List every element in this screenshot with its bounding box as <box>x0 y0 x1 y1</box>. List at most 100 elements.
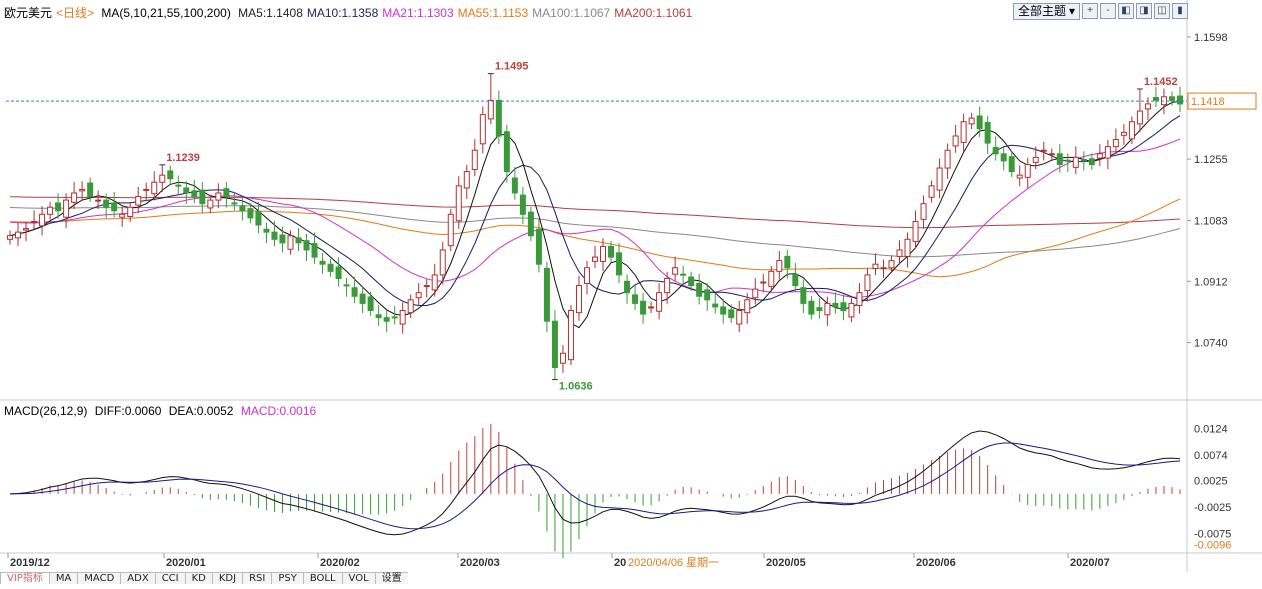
current-price-label: 1.1418 <box>1191 96 1225 108</box>
period-label[interactable]: <日线> <box>56 6 95 20</box>
extreme-label: 1.1452 <box>1144 76 1178 88</box>
candle-body <box>159 174 166 183</box>
candle-body <box>471 149 478 170</box>
candle-body <box>135 196 142 206</box>
extreme-label: 1.1495 <box>495 61 529 73</box>
candle-body <box>712 303 719 308</box>
zoom-in-button[interactable]: + <box>1082 3 1098 19</box>
candle-body <box>23 228 30 231</box>
candle-body <box>143 188 150 191</box>
candle-body <box>1144 103 1151 110</box>
candle-body <box>263 228 270 233</box>
candle-body <box>207 199 214 209</box>
candle-body <box>944 149 951 169</box>
tab-2[interactable]: MACD <box>77 572 121 584</box>
tab-8[interactable]: PSY <box>271 572 303 584</box>
candle-body <box>888 260 895 269</box>
tab-4[interactable]: CCI <box>154 572 185 584</box>
tab-1[interactable]: MA <box>48 572 78 584</box>
candle-body <box>191 190 198 198</box>
candle-body <box>1096 153 1103 159</box>
candle-body <box>696 282 703 297</box>
candle-body <box>1024 163 1031 178</box>
candle-body <box>904 238 911 257</box>
candle-body <box>383 317 390 322</box>
candle-body <box>1016 174 1023 179</box>
candle-body <box>503 131 510 173</box>
candle-body <box>784 255 791 269</box>
ma-params: MA(5,10,21,55,100,200) <box>101 6 231 20</box>
candle-body <box>367 296 374 312</box>
ma-value-list: MA5:1.1408 MA10:1.1358 MA21:1.1303 MA55:1.1… <box>238 6 696 20</box>
candle-body <box>1048 153 1055 156</box>
candle-body <box>175 184 182 187</box>
candle-body <box>527 211 534 237</box>
candle-body <box>976 115 983 130</box>
ma-value-0: MA5:1.1408 <box>238 6 303 20</box>
macd-tick-label: -0.0096 <box>1194 540 1231 552</box>
candle-body <box>183 187 190 194</box>
candle-body <box>648 306 655 309</box>
zoom-out-button[interactable]: - <box>1100 3 1116 19</box>
scroll-left-button[interactable]: ◧ <box>1118 3 1134 19</box>
candle-body <box>359 293 366 304</box>
scroll-right-button[interactable]: ◨ <box>1136 3 1152 19</box>
candle-body <box>127 206 134 217</box>
candle-body <box>856 292 863 307</box>
candle-body <box>640 300 647 315</box>
x-tick-label: 2020/01 <box>166 557 206 569</box>
candle-body <box>1032 156 1039 163</box>
candle-body <box>744 299 751 314</box>
candle-body <box>1152 97 1159 101</box>
candle-body <box>519 194 526 215</box>
theme-select[interactable]: 全部主题 ▾ <box>1012 3 1080 20</box>
ma-line <box>9 205 1181 258</box>
ma-value-4: MA100:1.1067 <box>532 6 611 20</box>
candle-body <box>319 260 326 265</box>
candle-body <box>255 210 262 226</box>
indicator-tabs: VIP指标 MA MACD ADX CCI KD KDJ RSI PSY BOLL VOL 设置 <box>0 572 408 584</box>
layout-button[interactable]: ◫ <box>1154 3 1170 19</box>
macd-value: MACD:0.0016 <box>240 404 317 418</box>
tab-11[interactable]: 设置 <box>374 572 408 584</box>
tab-6[interactable]: KDJ <box>211 572 243 584</box>
tab-7[interactable]: RSI <box>242 572 272 584</box>
candle-body <box>840 302 847 312</box>
x-tick-label: 2020/03 <box>460 557 500 569</box>
candle-body <box>960 121 967 143</box>
tab-0[interactable]: VIP指标 <box>0 572 49 584</box>
candle-body <box>423 285 430 288</box>
ma-value-5: MA200:1.1061 <box>614 6 693 20</box>
candle-body <box>279 234 286 244</box>
ma-value-3: MA55:1.1153 <box>457 6 529 20</box>
candle-body <box>616 252 623 276</box>
chart-toolbar: 全部主题 ▾ + - ◧ ◨ ◫ ▮ <box>1012 3 1188 20</box>
candle-body <box>551 320 558 369</box>
candle-body <box>335 266 342 279</box>
candle-body <box>728 309 735 319</box>
theme-select-label: 全部主题 <box>1017 4 1066 18</box>
candle-body <box>848 302 855 318</box>
candle-body <box>375 314 382 319</box>
candle-body <box>672 267 679 275</box>
candle-body <box>399 310 406 325</box>
fullscreen-button[interactable]: ▮ <box>1172 3 1188 19</box>
tab-9[interactable]: BOLL <box>302 572 342 584</box>
tab-5[interactable]: KD <box>184 572 212 584</box>
x-tick-label: 2020/02 <box>320 557 360 569</box>
candle-body <box>1168 96 1175 101</box>
ma-line <box>9 196 1181 229</box>
tab-10[interactable]: VOL <box>341 572 375 584</box>
price-chart-header: 欧元美元 <日线> MA(5,10,21,55,100,200) MA5:1.14… <box>4 4 700 20</box>
candle-body <box>479 114 486 145</box>
candle-body <box>167 170 174 180</box>
candle-body <box>239 205 246 212</box>
candle-body <box>447 213 454 247</box>
candle-body <box>327 263 334 272</box>
tab-3[interactable]: ADX <box>120 572 155 584</box>
candle-body <box>55 202 62 212</box>
ma-value-2: MA21:1.1303 <box>382 6 454 20</box>
candle-body <box>1112 139 1119 148</box>
